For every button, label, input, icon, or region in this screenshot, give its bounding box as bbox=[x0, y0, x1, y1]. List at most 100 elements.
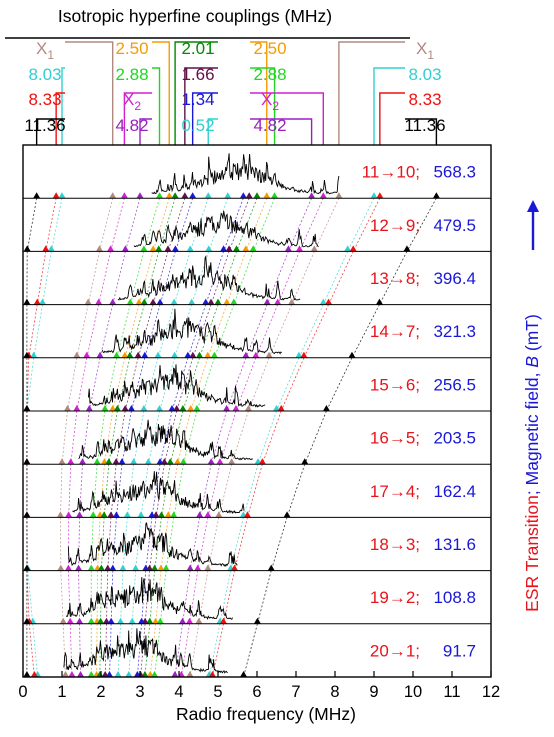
correlation-line bbox=[158, 305, 174, 358]
correlation-line bbox=[125, 305, 139, 358]
peak-marker bbox=[166, 192, 173, 198]
correlation-line bbox=[231, 517, 244, 570]
chart-title: Isotropic hyperfine couplings (MHz) bbox=[58, 6, 332, 26]
correlation-line bbox=[208, 517, 219, 570]
peak-marker bbox=[83, 352, 90, 358]
correlation-line bbox=[234, 517, 247, 570]
correlation-line bbox=[271, 517, 287, 570]
correlation-line bbox=[206, 251, 224, 304]
peak-marker bbox=[158, 511, 165, 517]
correlation-line bbox=[117, 358, 129, 411]
spectrum-trace bbox=[134, 211, 319, 247]
peak-marker bbox=[109, 192, 116, 198]
transition-label: 12→9; bbox=[370, 216, 420, 235]
transition-label: 20→1; bbox=[370, 641, 420, 660]
coupling-leader bbox=[380, 93, 405, 145]
coupling-label: 4.82 bbox=[115, 116, 148, 135]
peak-marker bbox=[77, 671, 84, 677]
coupling-label: 4.82 bbox=[253, 116, 286, 135]
peak-marker bbox=[165, 511, 172, 517]
peak-marker bbox=[205, 245, 212, 251]
field-label: 396.4 bbox=[433, 269, 476, 288]
peak-marker bbox=[132, 565, 139, 571]
peak-marker bbox=[64, 405, 71, 411]
x-tick-label: 11 bbox=[443, 683, 460, 701]
x-tick-label: 5 bbox=[213, 683, 222, 701]
peak-marker bbox=[250, 245, 257, 251]
coupling-label: 1.66 bbox=[181, 65, 214, 84]
field-label: 203.5 bbox=[433, 429, 476, 448]
transition-label: 18→3; bbox=[370, 535, 420, 554]
correlation-line bbox=[80, 624, 81, 677]
spectrum-trace bbox=[102, 309, 281, 354]
x-tick-label: 3 bbox=[135, 683, 144, 701]
peak-marker bbox=[48, 245, 55, 251]
correlation-line bbox=[63, 624, 65, 677]
spectrum-trace bbox=[68, 523, 237, 566]
peak-marker bbox=[65, 565, 72, 571]
coupling-label: 0.52 bbox=[181, 116, 214, 135]
coupling-label: 1.34 bbox=[181, 90, 214, 109]
correlation-line bbox=[111, 198, 125, 251]
correlation-line bbox=[117, 305, 131, 358]
correlation-line bbox=[131, 358, 144, 411]
correlation-line bbox=[314, 198, 339, 251]
spectrum-trace bbox=[79, 420, 253, 460]
peak-marker bbox=[114, 405, 121, 411]
correlation-line bbox=[168, 464, 177, 517]
peak-marker bbox=[216, 458, 223, 464]
correlation-line bbox=[168, 198, 185, 251]
peak-marker bbox=[23, 458, 30, 464]
correlation-line bbox=[211, 411, 226, 464]
correlation-line bbox=[62, 411, 67, 464]
correlation-line bbox=[60, 464, 62, 517]
correlation-line bbox=[104, 464, 109, 517]
correlation-line bbox=[288, 198, 311, 251]
correlation-line bbox=[125, 198, 140, 251]
transition-label: 15→6; bbox=[370, 375, 420, 394]
correlation-line bbox=[160, 571, 166, 624]
transition-label: 19→2; bbox=[370, 588, 420, 607]
peak-marker bbox=[254, 618, 261, 624]
peak-marker bbox=[168, 405, 175, 411]
spectra-traces bbox=[64, 153, 339, 673]
correlation-line bbox=[257, 571, 271, 624]
correlation-line bbox=[183, 411, 197, 464]
field-label: 91.7 bbox=[443, 641, 476, 660]
correlation-line bbox=[256, 305, 278, 358]
coupling-label: 8.33 bbox=[28, 90, 61, 109]
peak-marker bbox=[403, 245, 410, 251]
peak-marker bbox=[57, 565, 64, 571]
field-label: 108.8 bbox=[433, 588, 476, 607]
peak-marker bbox=[108, 618, 115, 624]
peak-marker bbox=[95, 299, 102, 305]
correlation-line bbox=[71, 411, 77, 464]
correlation-line bbox=[100, 624, 101, 677]
peak-marker bbox=[88, 618, 95, 624]
field-label: 479.5 bbox=[433, 216, 476, 235]
correlation-line bbox=[34, 305, 43, 358]
peak-marker bbox=[23, 299, 30, 305]
correlation-line bbox=[89, 358, 100, 411]
peak-marker bbox=[59, 192, 66, 198]
coupling-label: 2.01 bbox=[181, 39, 214, 58]
peak-marker bbox=[242, 245, 249, 251]
peak-marker bbox=[245, 405, 252, 411]
peak-marker bbox=[174, 458, 181, 464]
peak-marker bbox=[164, 245, 171, 251]
peak-marker bbox=[151, 671, 158, 677]
coupling-label: 8.33 bbox=[408, 90, 441, 109]
peak-marker bbox=[233, 245, 240, 251]
peak-marker bbox=[215, 299, 222, 305]
peak-marker bbox=[433, 192, 440, 198]
x-tick-label: 8 bbox=[330, 683, 339, 701]
peak-marker bbox=[105, 458, 112, 464]
correlation-line bbox=[113, 251, 126, 304]
correlation-line bbox=[145, 305, 160, 358]
peak-marker bbox=[97, 352, 104, 358]
correlation-line bbox=[188, 305, 206, 358]
correlation-line bbox=[101, 571, 102, 624]
correlation-line bbox=[258, 411, 277, 464]
coupling-label: 8.03 bbox=[408, 65, 441, 84]
